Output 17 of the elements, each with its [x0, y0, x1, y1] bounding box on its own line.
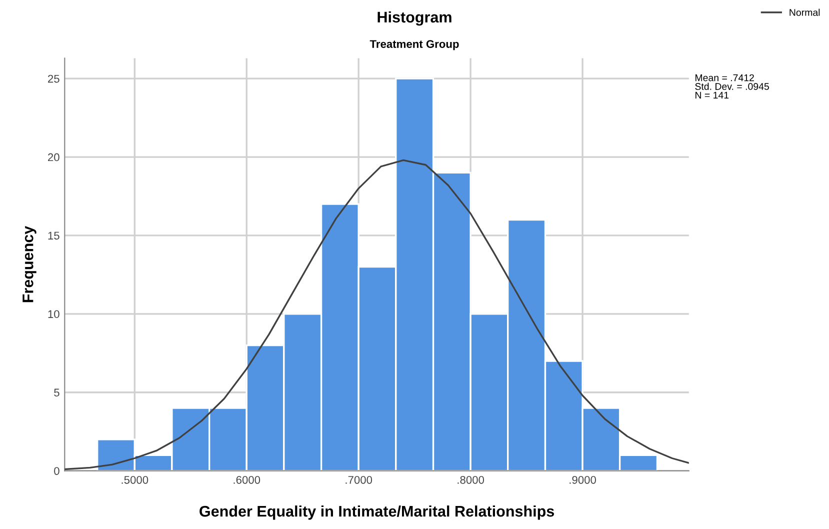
chart-subtitle: Treatment Group — [370, 40, 459, 50]
y-tick-label: 20 — [48, 153, 60, 162]
y-tick-label: 5 — [54, 388, 60, 396]
chart-title: Histogram — [378, 11, 452, 26]
y-tick-label: 0 — [54, 467, 60, 475]
text: Mean = .7412 Std. Dev. = .0945 N = 141 — [695, 74, 769, 99]
x-tick-label: .5000 — [122, 476, 148, 484]
x-tick-label: .7000 — [346, 476, 372, 484]
y-tick-label: 15 — [48, 232, 60, 240]
x-tick-label: .9000 — [570, 476, 596, 484]
x-tick-label: .6000 — [234, 476, 260, 484]
legend-label: Normal — [790, 8, 820, 16]
x-axis-title: Gender Equality in Intimate/Marital Relationships — [200, 505, 554, 520]
y-tick-label: 10 — [48, 310, 60, 318]
y-axis-title: Frequency — [22, 226, 36, 302]
y-tick-label: 25 — [48, 74, 60, 83]
x-tick-label: .8000 — [458, 476, 484, 484]
